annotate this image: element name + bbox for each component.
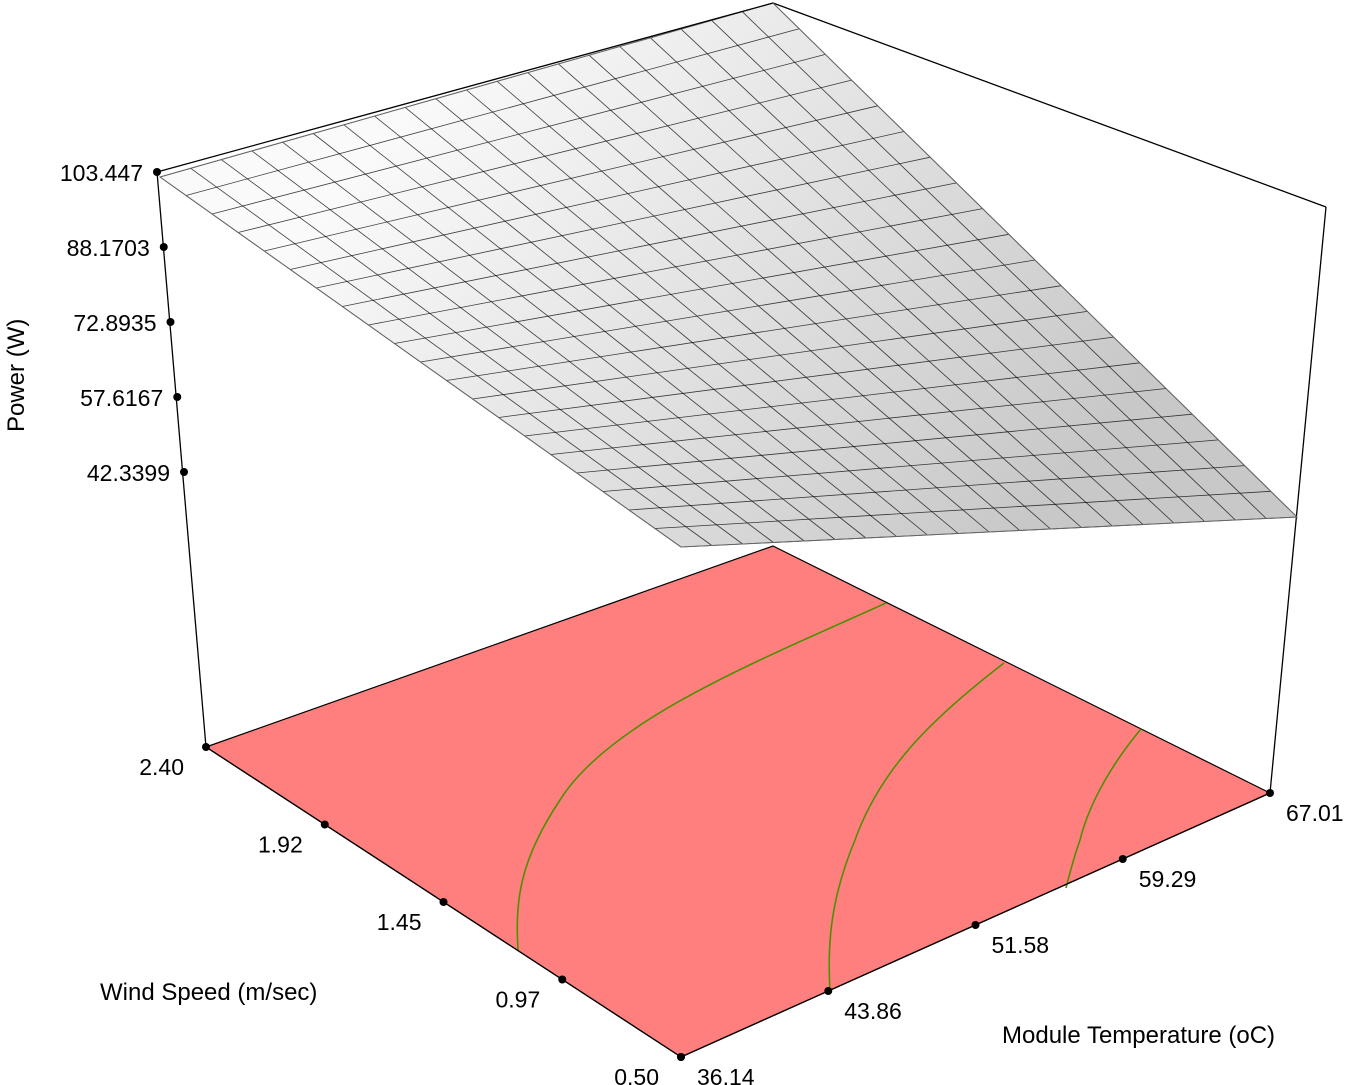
floor-plane (204, 545, 1272, 1058)
floor-contours (516, 602, 1142, 994)
surface-grid-line (558, 63, 1082, 528)
tick-labels: 103.447 88.1703 72.8935 57.6167 42.3399 2.40 1… (60, 160, 1344, 1085)
surface-grid-line (446, 285, 1062, 381)
x-axis-title: Wind Speed (m/sec) (100, 979, 317, 1006)
surface-grid-line (742, 11, 1267, 519)
surface-grid-line (472, 311, 1088, 400)
surface-grid-line (650, 37, 1175, 524)
axis-ticks (153, 168, 1274, 1061)
z-tick-label: 42.3399 (87, 460, 170, 486)
x-tick-dot (558, 975, 567, 984)
surface-grid-line (680, 28, 1205, 522)
surface-grid-line (711, 20, 1236, 521)
y-tick-dot (1266, 789, 1274, 797)
z-tick-label: 57.6167 (80, 385, 163, 411)
floor-plane-fill (204, 545, 1272, 1058)
y-tick-label: 43.86 (844, 998, 902, 1024)
z-tick-dot (173, 393, 182, 401)
surface-outline (158, 2, 1299, 548)
z-tick-label: 103.447 (60, 160, 143, 186)
contour-line (1065, 728, 1142, 889)
x-tick-label: 2.40 (139, 754, 184, 780)
response-surface (158, 2, 1299, 548)
surface-grid-line (619, 46, 1144, 525)
y-tick-label: 51.58 (992, 932, 1050, 958)
frame-edge (1269, 206, 1327, 794)
frame-edge (772, 2, 1327, 208)
x-tick-label: 1.45 (377, 909, 422, 935)
y-axis-title: Module Temperature (oC) (1002, 1022, 1275, 1049)
x-tick-dot (439, 898, 448, 906)
surface-grid-line (524, 362, 1140, 437)
y-tick-dot (971, 921, 980, 929)
surface-grid-line (550, 388, 1167, 455)
y-tick-dot (677, 1053, 685, 1061)
box-frame-back (772, 2, 1327, 794)
x-tick-dot (202, 743, 210, 751)
surface-grid-line (628, 465, 1245, 511)
z-tick-dot (153, 168, 161, 176)
surface-grid-line (654, 490, 1271, 529)
z-tick-dot (180, 468, 188, 476)
z-tick-label: 72.8935 (73, 310, 156, 336)
y-tick-label: 36.14 (697, 1064, 755, 1085)
x-tick-label: 0.97 (495, 987, 540, 1013)
z-axis-line (156, 171, 207, 748)
y-tick-dot (1118, 855, 1127, 863)
z-tick-dot (159, 243, 168, 251)
z-axis-title: Power (W) (3, 319, 30, 432)
y-tick-label: 67.01 (1286, 800, 1344, 826)
x-tick-label: 1.92 (258, 832, 303, 858)
surface-grid-line (588, 54, 1113, 527)
z-tick-dot (166, 318, 175, 326)
surface-grid-line (602, 439, 1219, 492)
surface-grid-line (498, 336, 1114, 418)
y-tick-dot (824, 987, 833, 995)
x-tick-label: 0.50 (614, 1064, 659, 1085)
surface-grid-line (576, 413, 1193, 474)
z-tick-label: 88.1703 (67, 235, 150, 261)
surface-fill (160, 3, 1297, 547)
surface-grid-line (496, 80, 1021, 531)
surface-grid-line (527, 72, 1051, 530)
contour-line (516, 602, 887, 951)
surface-grid-line (466, 89, 990, 533)
contour-line (828, 662, 1005, 994)
y-tick-label: 59.29 (1139, 866, 1197, 892)
frame-edge (156, 2, 774, 173)
x-tick-dot (320, 820, 329, 829)
